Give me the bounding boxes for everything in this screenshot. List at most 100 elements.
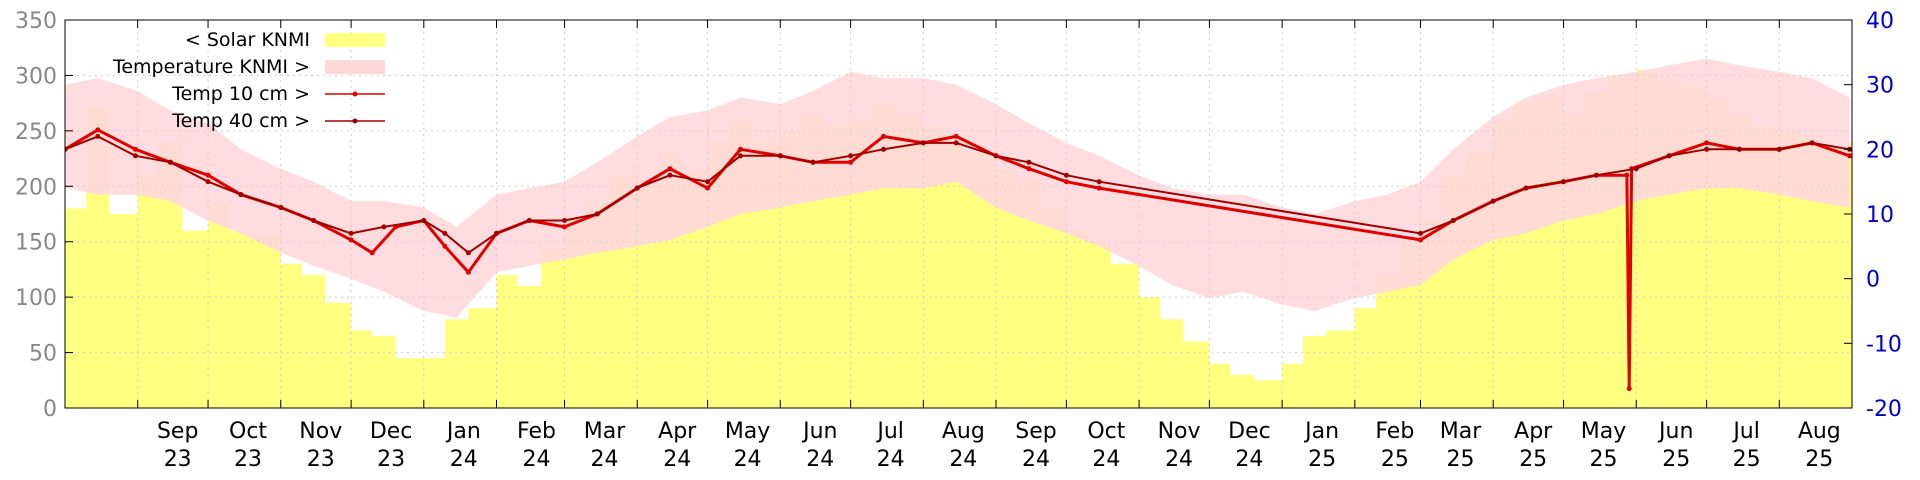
temp-10cm-point xyxy=(1624,172,1630,178)
temp-40cm-point xyxy=(1418,230,1423,236)
temp-40cm-point xyxy=(634,185,640,191)
temp-40cm-point xyxy=(1063,172,1069,178)
x-tick-month-label: Feb xyxy=(1375,419,1414,444)
x-tick-month-label: Jan xyxy=(1303,419,1339,444)
solar-knmi-area xyxy=(65,69,1852,408)
x-tick-year-label: 24 xyxy=(591,447,619,472)
x-tick-month-label: Nov xyxy=(299,419,342,444)
temp-10cm-point xyxy=(667,166,673,172)
temp-40cm-point xyxy=(953,140,959,146)
temp-10cm-point xyxy=(465,269,471,275)
temp-10cm-point xyxy=(1096,185,1102,191)
temp-10cm-point xyxy=(737,146,743,152)
temp-40cm-line xyxy=(65,135,1850,254)
temp-40cm-point xyxy=(1561,179,1566,185)
temp-10cm-point xyxy=(848,159,854,165)
temp-40cm-point xyxy=(1096,179,1102,185)
x-tick-month-label: Jun xyxy=(1657,419,1693,444)
temp-10cm-point xyxy=(369,250,375,256)
solar-layer xyxy=(65,69,1852,408)
x-tick-year-label: 24 xyxy=(734,447,762,472)
x-tick-year-label: 23 xyxy=(164,447,192,472)
x-tick-year-label: 23 xyxy=(377,447,405,472)
temp-40cm-point xyxy=(920,140,926,146)
x-tick-year-label: 23 xyxy=(234,447,262,472)
temp-10cm-point xyxy=(881,133,886,139)
x-tick-year-label: 24 xyxy=(450,447,478,472)
x-tick-year-label: 25 xyxy=(1381,447,1409,472)
temp-40cm-point xyxy=(494,230,499,236)
temp-10cm-point xyxy=(1063,179,1069,185)
y-left-tick-label: 150 xyxy=(15,231,57,256)
x-tick-year-label: 24 xyxy=(523,447,551,472)
axes-layer: 0 50 100 150 200 250 300 350 -20 -10 0 10 20 30 40 Sep 2… xyxy=(15,9,1902,472)
temp-40cm-point xyxy=(810,159,816,165)
temp-40cm-point xyxy=(1809,140,1815,146)
x-tick-year-label: 24 xyxy=(1092,447,1120,472)
temp-40cm-point xyxy=(526,218,532,223)
legend-swatch-temperature-knmi xyxy=(325,60,385,74)
y-right-tick-label: 30 xyxy=(1866,74,1894,99)
x-tick-month-label: Jun xyxy=(801,419,837,444)
x-tick-month-label: Mar xyxy=(584,419,626,444)
x-tick-year-label: 24 xyxy=(877,447,905,472)
soil-temp-lines-layer xyxy=(65,127,1852,392)
x-tick-year-label: 24 xyxy=(806,447,834,472)
x-tick-month-label: Mar xyxy=(1440,419,1482,444)
temp-40cm-point xyxy=(1666,153,1672,159)
legend: < Solar KNMI Temperature KNMI > Temp 10 cm… xyxy=(112,29,385,132)
temp-40cm-point xyxy=(238,192,244,198)
x-tick-month-label: Sep xyxy=(1015,419,1056,444)
temp-40cm-point xyxy=(777,153,783,159)
temp-40cm-point xyxy=(421,218,427,223)
y-left-tick-label: 300 xyxy=(15,64,57,89)
temp-40cm-point xyxy=(993,153,999,159)
y-right-tick-label: 20 xyxy=(1866,138,1894,163)
temp-10cm-point xyxy=(562,224,567,230)
temp-10cm-point xyxy=(205,172,211,178)
x-tick-year-label: 25 xyxy=(1590,447,1618,472)
temp-40cm-point xyxy=(278,205,284,210)
y-right-tick-label: -10 xyxy=(1866,332,1902,357)
temp-40cm-point xyxy=(848,153,854,159)
temp-40cm-point xyxy=(881,146,886,152)
temp-40cm-point xyxy=(442,230,448,236)
temp-10cm-point xyxy=(1847,153,1852,159)
temp-40cm-point xyxy=(132,153,138,159)
y-left-tick-label: 250 xyxy=(15,120,57,145)
x-tick-month-label: Oct xyxy=(1087,419,1125,444)
temp-40cm-point xyxy=(1736,146,1742,152)
x-tick-month-label: May xyxy=(1581,419,1626,444)
legend-label-solar-knmi: < Solar KNMI xyxy=(185,29,310,51)
x-tick-year-label: 24 xyxy=(949,447,977,472)
temp-40cm-point xyxy=(667,172,673,178)
x-tick-year-label: 24 xyxy=(1235,447,1263,472)
temp-10cm-point xyxy=(442,243,448,249)
x-tick-month-label: Dec xyxy=(1228,419,1271,444)
temp-10cm-point xyxy=(348,237,354,243)
temp-10cm-point xyxy=(705,185,711,191)
x-tick-year-label: 25 xyxy=(1662,447,1690,472)
temp-10cm-point xyxy=(1026,166,1032,172)
temp-40cm-point xyxy=(168,159,173,165)
y-left-tick-label: 350 xyxy=(15,9,57,34)
y-left-tick-label: 50 xyxy=(29,342,57,367)
temp-40cm-point xyxy=(705,179,711,185)
legend-marker-temp-40cm xyxy=(352,118,358,124)
x-tick-year-label: 25 xyxy=(1308,447,1336,472)
x-tick-year-label: 25 xyxy=(1805,447,1833,472)
temp-40cm-point xyxy=(465,250,471,256)
x-tick-year-label: 23 xyxy=(307,447,335,472)
temp-40cm-point xyxy=(1523,185,1529,191)
temperature-band-layer xyxy=(65,58,1850,318)
temp-40cm-point xyxy=(65,146,68,152)
x-tick-year-label: 25 xyxy=(1733,447,1761,472)
temp-40cm-point xyxy=(1450,218,1456,223)
temp-40cm-point xyxy=(1490,198,1496,204)
temp-40cm-point xyxy=(95,133,101,139)
grid-layer xyxy=(65,20,1852,408)
x-tick-year-label: 25 xyxy=(1519,447,1547,472)
y-right-tick-label: -20 xyxy=(1866,397,1902,422)
temp-40cm-point xyxy=(594,211,600,217)
y-right-tick-label: 10 xyxy=(1866,203,1894,228)
